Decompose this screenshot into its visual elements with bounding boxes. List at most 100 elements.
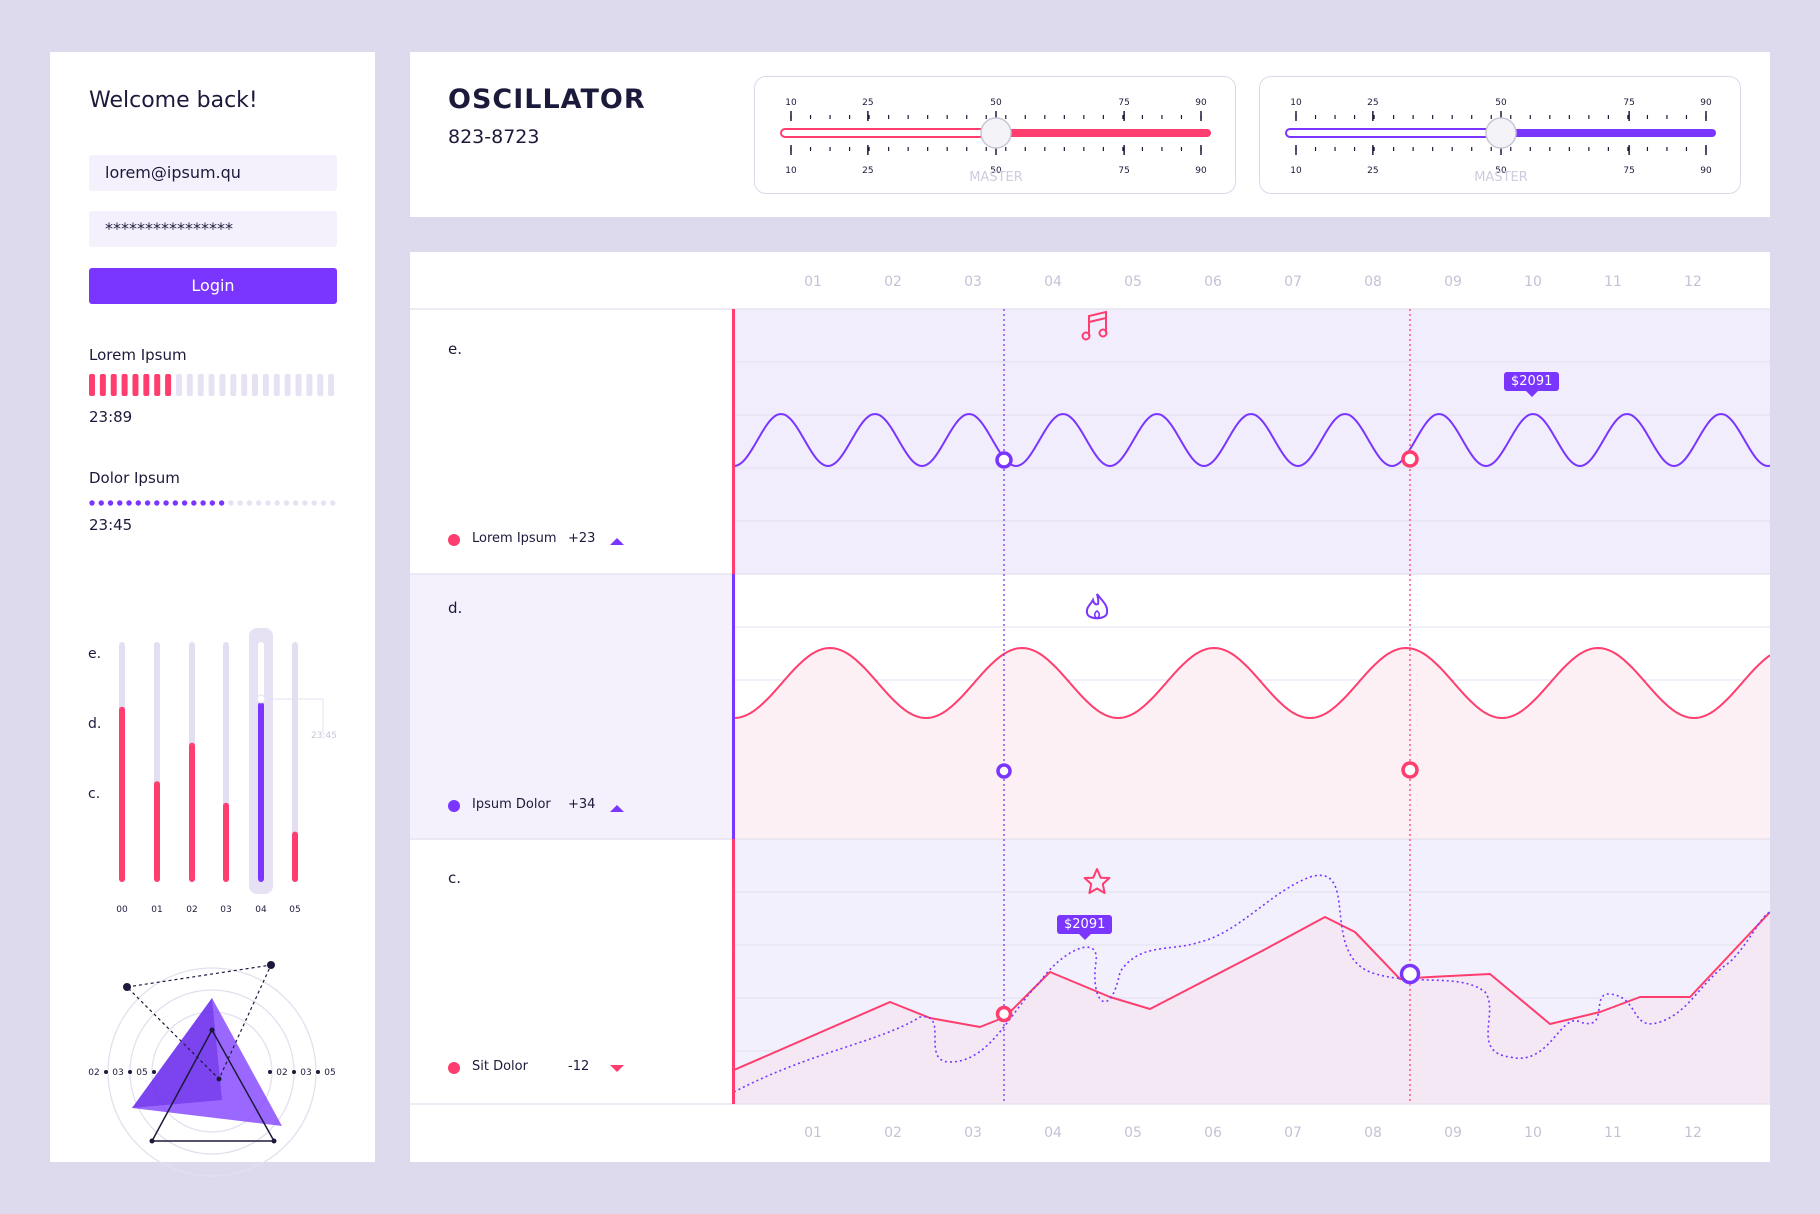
slider-bottom-tick-label: 90 [1195,166,1207,176]
progress-time-2: 23:45 [89,516,133,534]
master-slider-1[interactable]: 10 10 25 25 50 50 75 75 90 90 MASTER [754,76,1236,194]
meter-1-segment [121,374,128,396]
meter-1-segment [175,374,182,396]
column-footer-label: 04 [1044,1125,1062,1141]
meter-2-dot [135,500,141,506]
meter-2-dot [218,500,225,506]
radar-tick-dot [316,1070,320,1074]
slider-bottom-tick-label: 50 [1495,166,1507,176]
meter-1-segment [110,374,117,396]
slider-top-tick-label: 75 [1623,98,1634,108]
slider-bottom-tick-label: 75 [1623,166,1634,176]
bar-x-label: 04 [255,905,267,915]
column-footer-label: 06 [1204,1125,1222,1141]
column-footer-label: 07 [1284,1125,1302,1141]
tooltip-wave-e: $2091 [1504,372,1560,397]
radar-vertex [216,1076,222,1082]
slider-top-tick-label: 75 [1118,98,1129,108]
meter-2-dot [255,500,262,506]
welcome-heading: Welcome back! [89,88,258,113]
meter-1-segment [154,374,161,396]
radar-point [123,983,131,991]
markers [995,450,1421,1023]
slider-top-tick-label: 25 [862,98,873,108]
cursor-marker [995,1005,1013,1023]
legend-dot-e [448,534,460,546]
bar-row-label: e. [88,646,101,662]
column-footer-label: 12 [1684,1125,1702,1141]
slider-track-2[interactable]: 10 10 25 25 50 50 75 75 90 90 MASTER [1260,77,1742,195]
header-panel: OSCILLATOR 823-8723 10 10 25 25 50 50 75 75 90 90… [410,52,1770,217]
meter-2-dot [265,500,271,506]
legend-name-e: Lorem Ipsum [472,531,557,546]
meter-2-dot [191,500,197,506]
bar-value [189,742,195,882]
slider-track-1[interactable]: 10 10 25 25 50 50 75 75 90 90 MASTER [755,77,1237,195]
meter-2-dot [246,500,253,506]
cursor-marker [995,451,1013,469]
login-button[interactable]: Login [89,268,337,304]
wave-d-area [734,648,1770,839]
progress-label-1: Lorem Ipsum [89,346,187,364]
bar-value [119,706,125,882]
star-icon [1083,868,1111,894]
bar-x-label: 03 [220,905,231,915]
radar-dashed-path [126,964,273,1081]
bar-x-label: 02 [186,905,197,915]
slider-track-filled [1501,129,1716,137]
radar-triangle [150,1028,276,1142]
waves [734,413,1770,1104]
bar-row-label: d. [88,716,101,732]
progress-label-2: Dolor Ipsum [89,469,180,487]
meter-2-dot [117,500,123,506]
music-note-icon [1081,310,1108,341]
slider-top-tick-label: 50 [990,98,1002,108]
meter-1-segment [306,374,313,396]
radar-right-tick: 05 [324,1068,335,1078]
column-header-label: 10 [1524,274,1542,290]
radar-area-inner [132,998,222,1108]
legend-name-c: Sit Dolor [472,1059,528,1074]
bar-x-label: 01 [151,905,162,915]
column-footer-label: 11 [1604,1125,1622,1141]
master-slider-2[interactable]: 10 10 25 25 50 50 75 75 90 90 MASTER [1259,76,1741,194]
wave-e-line [734,413,1770,468]
oscillator-panel: 01 02 03 04 05 06 07 08 09 10 11 12 01 02 03 04 05 06 07 0… [410,252,1770,1162]
meter-2-dot [283,500,290,506]
column-header-label: 06 [1204,274,1222,290]
row-c-accent-bar [732,839,735,1104]
slider-top-tick-label: 90 [1700,98,1712,108]
meter-1-segment [262,374,269,396]
meter-1-segment [328,374,335,396]
slider-master-label: MASTER [1474,170,1528,185]
meter-2-dot [274,500,280,506]
slider-bottom-tick-label: 10 [785,166,797,176]
radar-left-tick: 02 [88,1068,99,1078]
meter-1-segment [208,374,215,396]
column-header-label: 08 [1364,274,1382,290]
column-header-label: 04 [1044,274,1062,290]
legend-value-e: +23 [568,531,596,546]
slider-master-label: MASTER [969,170,1023,185]
column-header-label: 11 [1604,274,1622,290]
radar-tick-dot [128,1070,132,1074]
wave-d-line [734,646,1770,720]
phone-number: 823-8723 [448,126,540,148]
column-header-label: 03 [964,274,982,290]
column-footer-label: 09 [1444,1125,1462,1141]
trend-down-icon-c [610,1065,624,1072]
column-header-label: 12 [1684,274,1702,290]
password-field[interactable]: **************** [89,211,337,247]
meter-1-segment [165,374,172,396]
radar-right-tick: 03 [300,1068,311,1078]
meter-1-segment [99,374,106,396]
slider-bottom-tick-label: 25 [862,166,873,176]
email-field[interactable]: lorem@ipsum.qu [89,155,337,191]
radar-chart: 02 03 05 02 03 05 [88,961,336,1177]
meter-1-segment [197,374,204,396]
bar-value [154,781,160,882]
meter-2-dot [228,500,234,506]
radar-right-tick: 02 [276,1068,287,1078]
wave-c-line [734,911,1770,1071]
left-panel: Welcome back! lorem@ipsum.qu ***********… [50,52,375,1177]
